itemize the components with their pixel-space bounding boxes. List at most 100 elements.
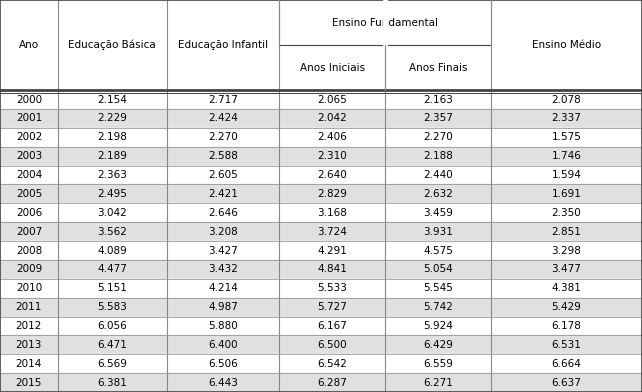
Text: 2.310: 2.310 — [317, 151, 347, 161]
Text: 6.056: 6.056 — [98, 321, 127, 331]
Bar — [0, 241, 642, 260]
Text: 2.829: 2.829 — [317, 189, 347, 199]
Text: 5.742: 5.742 — [423, 302, 453, 312]
Text: 2.270: 2.270 — [423, 132, 453, 142]
Text: 6.400: 6.400 — [208, 340, 238, 350]
Text: 2010: 2010 — [16, 283, 42, 293]
Text: 2.270: 2.270 — [208, 132, 238, 142]
Bar — [0, 0, 642, 90]
Text: 2000: 2000 — [16, 94, 42, 105]
Text: 2004: 2004 — [16, 170, 42, 180]
Text: 2.717: 2.717 — [208, 94, 238, 105]
Text: Educação Infantil: Educação Infantil — [178, 40, 268, 50]
Text: 3.427: 3.427 — [208, 245, 238, 256]
Text: 2009: 2009 — [16, 264, 42, 274]
Text: 3.459: 3.459 — [423, 208, 453, 218]
Text: 6.167: 6.167 — [317, 321, 347, 331]
Text: 4.381: 4.381 — [551, 283, 582, 293]
Text: 1.746: 1.746 — [551, 151, 582, 161]
Text: 2007: 2007 — [16, 227, 42, 237]
Text: 2002: 2002 — [16, 132, 42, 142]
Text: 2015: 2015 — [15, 377, 42, 388]
Text: 6.559: 6.559 — [423, 359, 453, 369]
Text: 6.500: 6.500 — [317, 340, 347, 350]
Text: 2.188: 2.188 — [423, 151, 453, 161]
Text: 5.583: 5.583 — [98, 302, 127, 312]
Text: Anos Finais: Anos Finais — [409, 63, 467, 73]
Text: 2.189: 2.189 — [98, 151, 127, 161]
Text: 2011: 2011 — [15, 302, 42, 312]
Text: 1.691: 1.691 — [551, 189, 582, 199]
Bar — [0, 109, 642, 128]
Text: 2014: 2014 — [15, 359, 42, 369]
Text: 6.506: 6.506 — [208, 359, 238, 369]
Bar — [0, 222, 642, 241]
Text: 2005: 2005 — [16, 189, 42, 199]
Text: Ensino Médio: Ensino Médio — [532, 40, 601, 50]
Text: 2.350: 2.350 — [551, 208, 582, 218]
Text: 2.229: 2.229 — [98, 113, 127, 123]
Bar — [0, 373, 642, 392]
Bar — [0, 185, 642, 203]
Text: 6.637: 6.637 — [551, 377, 582, 388]
Text: 2.337: 2.337 — [551, 113, 582, 123]
Text: 5.429: 5.429 — [551, 302, 582, 312]
Text: 6.443: 6.443 — [208, 377, 238, 388]
Text: 2.357: 2.357 — [423, 113, 453, 123]
Bar — [0, 317, 642, 336]
Text: 4.214: 4.214 — [208, 283, 238, 293]
Text: 2013: 2013 — [15, 340, 42, 350]
Text: 3.168: 3.168 — [317, 208, 347, 218]
Text: 4.841: 4.841 — [317, 264, 347, 274]
Text: 1.594: 1.594 — [551, 170, 582, 180]
Text: 2.495: 2.495 — [98, 189, 127, 199]
Text: 2.424: 2.424 — [208, 113, 238, 123]
Text: 2012: 2012 — [15, 321, 42, 331]
Text: 6.531: 6.531 — [551, 340, 582, 350]
Bar — [0, 128, 642, 147]
Text: Ensino Fundamental: Ensino Fundamental — [332, 18, 438, 27]
Text: 4.291: 4.291 — [317, 245, 347, 256]
Bar — [0, 298, 642, 317]
Text: 3.724: 3.724 — [317, 227, 347, 237]
Text: 2.421: 2.421 — [208, 189, 238, 199]
Text: 6.381: 6.381 — [98, 377, 127, 388]
Bar — [0, 90, 642, 109]
Text: 2.363: 2.363 — [98, 170, 127, 180]
Text: 2.851: 2.851 — [551, 227, 582, 237]
Text: 2008: 2008 — [16, 245, 42, 256]
Text: 3.562: 3.562 — [98, 227, 127, 237]
Text: 5.727: 5.727 — [317, 302, 347, 312]
Text: 2.640: 2.640 — [317, 170, 347, 180]
Text: Ano: Ano — [19, 40, 39, 50]
Text: 2.588: 2.588 — [208, 151, 238, 161]
Text: 2.406: 2.406 — [317, 132, 347, 142]
Text: 2.042: 2.042 — [317, 113, 347, 123]
Bar — [0, 336, 642, 354]
Text: 3.432: 3.432 — [208, 264, 238, 274]
Text: 1.575: 1.575 — [551, 132, 582, 142]
Bar — [0, 166, 642, 185]
Text: 3.931: 3.931 — [423, 227, 453, 237]
Text: 5.151: 5.151 — [98, 283, 127, 293]
Text: 5.880: 5.880 — [208, 321, 238, 331]
Bar — [0, 279, 642, 298]
Text: 4.987: 4.987 — [208, 302, 238, 312]
Text: Educação Básica: Educação Básica — [69, 40, 156, 50]
Text: 3.208: 3.208 — [208, 227, 238, 237]
Text: 3.042: 3.042 — [98, 208, 127, 218]
Text: 5.545: 5.545 — [423, 283, 453, 293]
Text: 2.154: 2.154 — [98, 94, 127, 105]
Text: 3.477: 3.477 — [551, 264, 582, 274]
Text: 5.533: 5.533 — [317, 283, 347, 293]
Text: 5.924: 5.924 — [423, 321, 453, 331]
Text: 5.054: 5.054 — [423, 264, 453, 274]
Text: 2.605: 2.605 — [208, 170, 238, 180]
Bar — [0, 260, 642, 279]
Text: 4.575: 4.575 — [423, 245, 453, 256]
Text: 2.065: 2.065 — [317, 94, 347, 105]
Text: 6.569: 6.569 — [98, 359, 127, 369]
Text: 6.429: 6.429 — [423, 340, 453, 350]
Text: 2.163: 2.163 — [423, 94, 453, 105]
Text: 2001: 2001 — [16, 113, 42, 123]
